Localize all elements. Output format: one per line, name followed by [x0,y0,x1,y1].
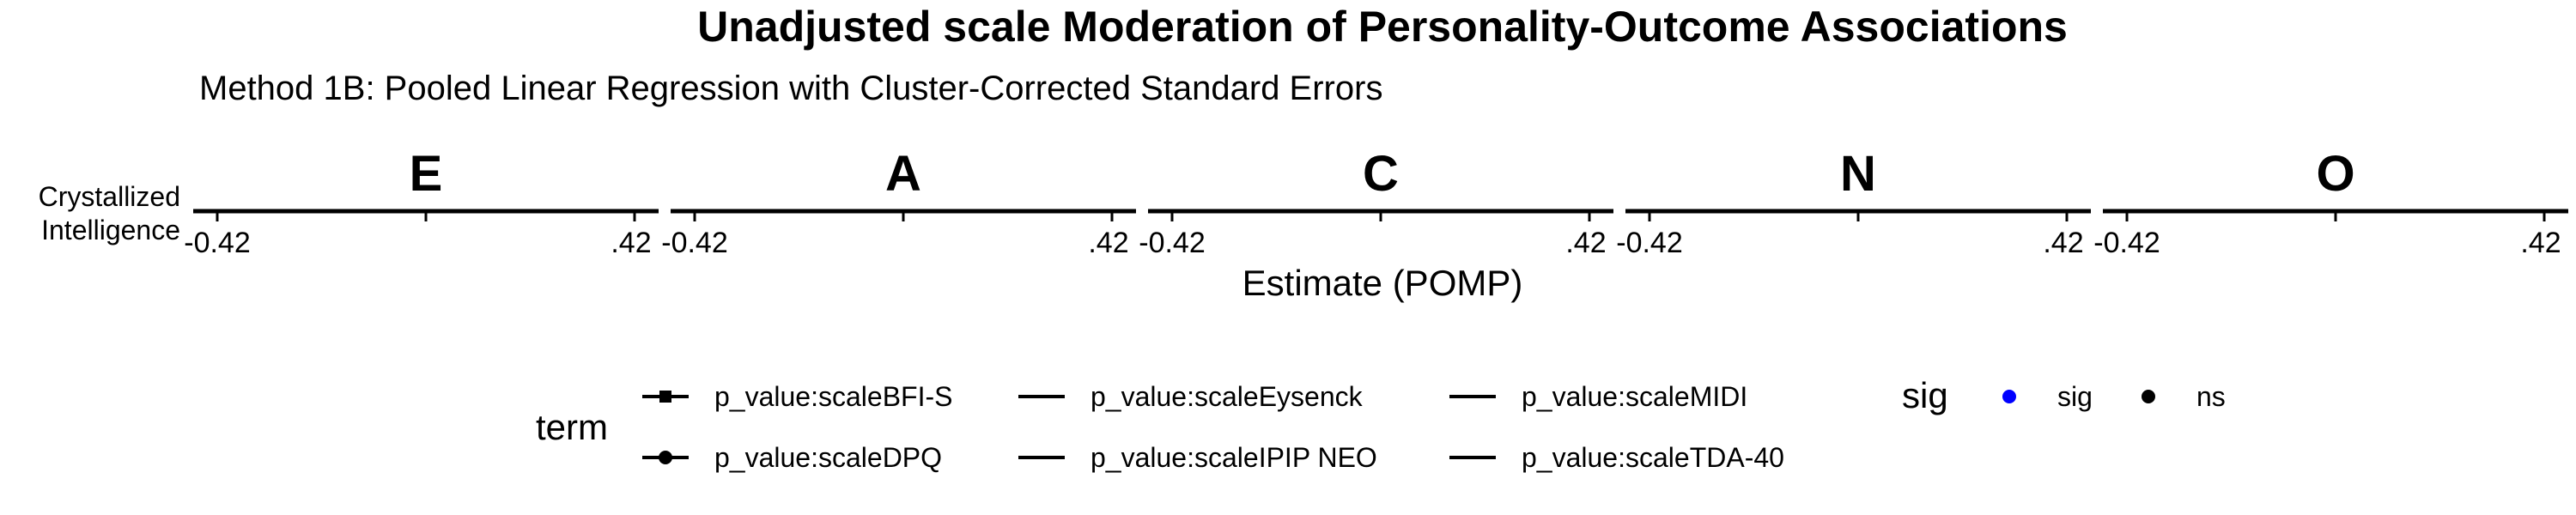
legend-title-term: term [536,407,608,447]
row-label: Crystallized [39,181,180,212]
x-axis-title: Estimate (POMP) [1242,263,1523,303]
legend-sig-label: sig [2057,381,2093,412]
legend-sig-label: ns [2196,381,2226,412]
legend-key-square [659,391,671,403]
legend-term-label: p_value:scaleEysenck [1091,381,1364,412]
facet-panels: E -0.42 .42 A -0.42 .42 C -0.42 .42 N -0.42 .42 O -0.… [184,146,2568,259]
x-tick-label: .42 [611,227,651,259]
x-tick-label: .42 [2043,227,2083,259]
legend-title-sig: sig [1902,375,1948,415]
legend: term p_value:scaleBFI-Sp_value:scaleDPQp… [536,375,2226,473]
legend-sig-dot [2002,390,2016,403]
x-tick-label: .42 [2520,227,2561,259]
x-tick-label: -0.42 [2093,227,2160,259]
facet-strip-label: A [885,146,921,202]
x-tick-label: -0.42 [1139,227,1206,259]
legend-key-circle [659,451,672,464]
legend-term-label: p_value:scaleMIDI [1522,381,1747,412]
facet-strip-label: N [1840,146,1876,202]
legend-term-label: p_value:scaleTDA-40 [1522,442,1784,473]
legend-sig-items: sig ns [2002,381,2226,412]
facet-strip-label: C [1363,146,1399,202]
x-tick-label: .42 [1565,227,1606,259]
legend-term-label: p_value:scaleIPIP NEO [1091,442,1377,473]
legend-term-label: p_value:scaleDPQ [714,442,942,473]
chart-title: Unadjusted scale Moderation of Personali… [697,3,2068,51]
x-tick-label: -0.42 [661,227,728,259]
x-tick-label: -0.42 [1616,227,1683,259]
chart-subtitle: Method 1B: Pooled Linear Regression with… [199,70,1382,107]
facet-strip-label: E [410,146,443,202]
x-tick-label: .42 [1088,227,1128,259]
facet-strip-label: O [2316,146,2354,202]
legend-term-items: p_value:scaleBFI-S p_value:scaleDPQ p_valu… [642,381,1784,473]
legend-term-label: p_value:scaleBFI-S [714,381,952,412]
row-label: Intelligence [41,215,180,245]
x-tick-label: -0.42 [184,227,251,259]
legend-sig-dot [2142,390,2155,403]
